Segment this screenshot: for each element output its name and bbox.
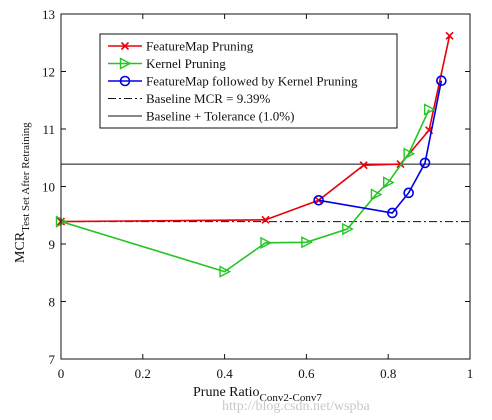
legend-label: Baseline + Tolerance (1.0%) [146,109,294,124]
series-line [60,109,430,273]
y-tick-label: 9 [49,237,56,252]
data-point [436,75,447,86]
y-tick-label: 12 [42,65,55,80]
data-point [423,103,436,116]
y-tick-label: 10 [42,180,55,195]
legend-label: Kernel Pruning [146,56,226,71]
y-tick-label: 7 [49,352,56,367]
data-point [386,207,398,219]
y-tick-label: 8 [49,295,56,310]
data-point [383,176,395,189]
data-point [301,236,313,249]
data-point [219,265,232,278]
legend-box [99,33,398,129]
x-tick-label: 1 [467,366,474,381]
data-point [359,161,368,170]
y-tick-label: 13 [42,7,55,22]
legend-marker [120,41,130,51]
legend-marker [119,75,131,87]
legend-marker [119,57,132,70]
data-point [403,187,414,199]
data-point [261,215,270,224]
data-point [342,222,354,236]
y-axis-title: MCRTest Set After Retraining [13,122,32,263]
x-tick-label: 0.6 [298,366,315,381]
data-point [419,157,431,169]
data-point [445,31,454,40]
legend: FeatureMap Pruning Kernel Pruning FeatureM… [99,33,398,129]
legend-label: Baseline MCR = 9.39% [146,91,270,106]
data-point [260,236,273,250]
legend-label: FeatureMap followed by Kernel Pruning [146,74,358,89]
x-axis-title-subscript: Conv2-Conv7 [260,392,323,404]
x-tick-label: 0.2 [135,366,151,381]
data-point [403,147,416,160]
data-point [313,195,324,206]
data-point [370,188,383,201]
x-tick-label: 0.4 [216,366,233,381]
x-tick-label: 0.8 [380,366,396,381]
x-tick-label: 0 [58,366,65,381]
watermark-text: http://blog.csdn.net/wspba [222,399,371,414]
series-line [318,80,443,214]
legend-label: FeatureMap Pruning [146,39,254,54]
y-tick-label: 11 [42,122,55,137]
plot-area [55,31,470,278]
y-axis-title-subscript: Test Set After Retraining [20,122,32,232]
